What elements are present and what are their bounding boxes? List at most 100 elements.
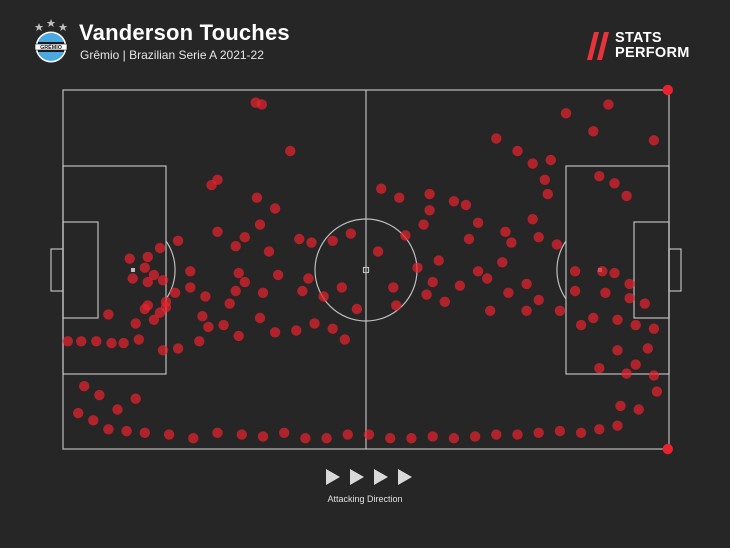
touch-point <box>233 330 244 342</box>
touch-point <box>230 285 241 297</box>
stats-perform-logo: STATS PERFORM <box>585 30 703 62</box>
touch-point <box>185 266 196 277</box>
touch-point <box>212 427 223 438</box>
touch-point <box>454 280 466 291</box>
direction-arrow-icon <box>374 469 388 485</box>
touch-point <box>569 266 581 277</box>
touch-point <box>218 319 229 331</box>
touch-point <box>79 381 90 392</box>
touch-point <box>433 255 444 266</box>
touch-point <box>160 302 172 313</box>
touch-point <box>148 314 160 325</box>
touch-point <box>103 424 114 435</box>
touch-point <box>512 429 523 440</box>
left-six-yard-box <box>62 221 99 319</box>
touch-point <box>630 319 641 331</box>
touch-point <box>448 196 460 207</box>
touch-point <box>88 415 99 426</box>
touch-point <box>491 429 502 440</box>
touch-point <box>148 269 160 281</box>
touch-point <box>239 232 250 243</box>
touch-point <box>554 425 566 437</box>
brand-line-1: STATS <box>615 30 662 46</box>
touch-point <box>545 154 556 166</box>
touch-point <box>297 285 308 297</box>
touch-point <box>279 427 290 438</box>
touch-point <box>139 427 150 438</box>
touch-point <box>318 291 329 302</box>
touch-point <box>185 282 196 293</box>
touch-point <box>482 273 493 284</box>
touch-point <box>339 334 350 345</box>
touch-point <box>560 108 572 119</box>
touch-point <box>648 135 660 146</box>
left-goal <box>50 248 64 292</box>
touch-point <box>257 287 269 298</box>
touch-point <box>127 273 138 284</box>
touch-point <box>291 325 302 336</box>
touch-point <box>385 433 396 444</box>
touch-point <box>624 293 635 304</box>
touch-point <box>388 282 399 293</box>
touch-point <box>621 190 632 202</box>
touch-point <box>157 275 169 286</box>
touch-point <box>224 298 235 309</box>
touch-point <box>594 363 605 374</box>
touch-point <box>91 336 102 347</box>
brand-line-2: PERFORM <box>615 45 690 61</box>
touch-point <box>391 300 402 311</box>
direction-arrow-icon <box>326 469 340 485</box>
touch-point <box>94 389 105 401</box>
touch-point <box>588 126 599 137</box>
touch-point <box>327 235 338 246</box>
touch-point <box>485 305 496 316</box>
touch-point <box>142 300 153 311</box>
touch-point <box>533 427 544 438</box>
touch-point <box>372 246 384 257</box>
touch-point <box>130 318 141 329</box>
touch-point <box>421 289 432 300</box>
touch-point <box>469 431 481 442</box>
touch-point <box>103 309 114 320</box>
touch-point <box>112 404 123 415</box>
touch-point <box>194 336 205 347</box>
touch-point <box>609 267 620 279</box>
touch-point <box>648 370 660 381</box>
touch-point <box>163 429 175 440</box>
touch-point <box>575 319 587 331</box>
touch-point <box>609 178 620 189</box>
touch-point <box>139 262 150 273</box>
crest-stars <box>34 19 68 31</box>
touch-point <box>142 276 153 288</box>
touch-point <box>300 433 311 444</box>
touch-point <box>533 232 544 243</box>
touch-point <box>256 99 267 110</box>
touch-point <box>506 237 517 248</box>
direction-arrow-icon <box>398 469 412 485</box>
touch-point <box>272 269 284 281</box>
touch-point <box>254 312 266 324</box>
brand-wordmark: STATS PERFORM <box>615 31 690 61</box>
touch-point <box>521 305 532 316</box>
touch-point <box>269 203 281 214</box>
touch-points <box>62 84 673 455</box>
touch-point <box>472 266 484 277</box>
right-six-yard-box <box>633 221 670 319</box>
right-goal <box>668 248 682 292</box>
touch-point <box>527 214 538 225</box>
touch-point <box>76 336 87 347</box>
touch-point <box>651 386 663 397</box>
touch-point <box>497 257 508 268</box>
touch-point <box>327 323 338 334</box>
chart-title: Vanderson Touches <box>79 20 290 45</box>
touch-point <box>460 199 472 211</box>
touch-point <box>257 431 269 442</box>
touch-point <box>512 145 523 157</box>
direction-arrow-icon <box>350 469 364 485</box>
touch-point <box>594 171 605 182</box>
touch-point <box>106 337 117 349</box>
touch-point <box>554 305 566 316</box>
touch-point <box>603 99 614 110</box>
touch-point <box>172 235 184 246</box>
touch-point <box>130 393 141 404</box>
